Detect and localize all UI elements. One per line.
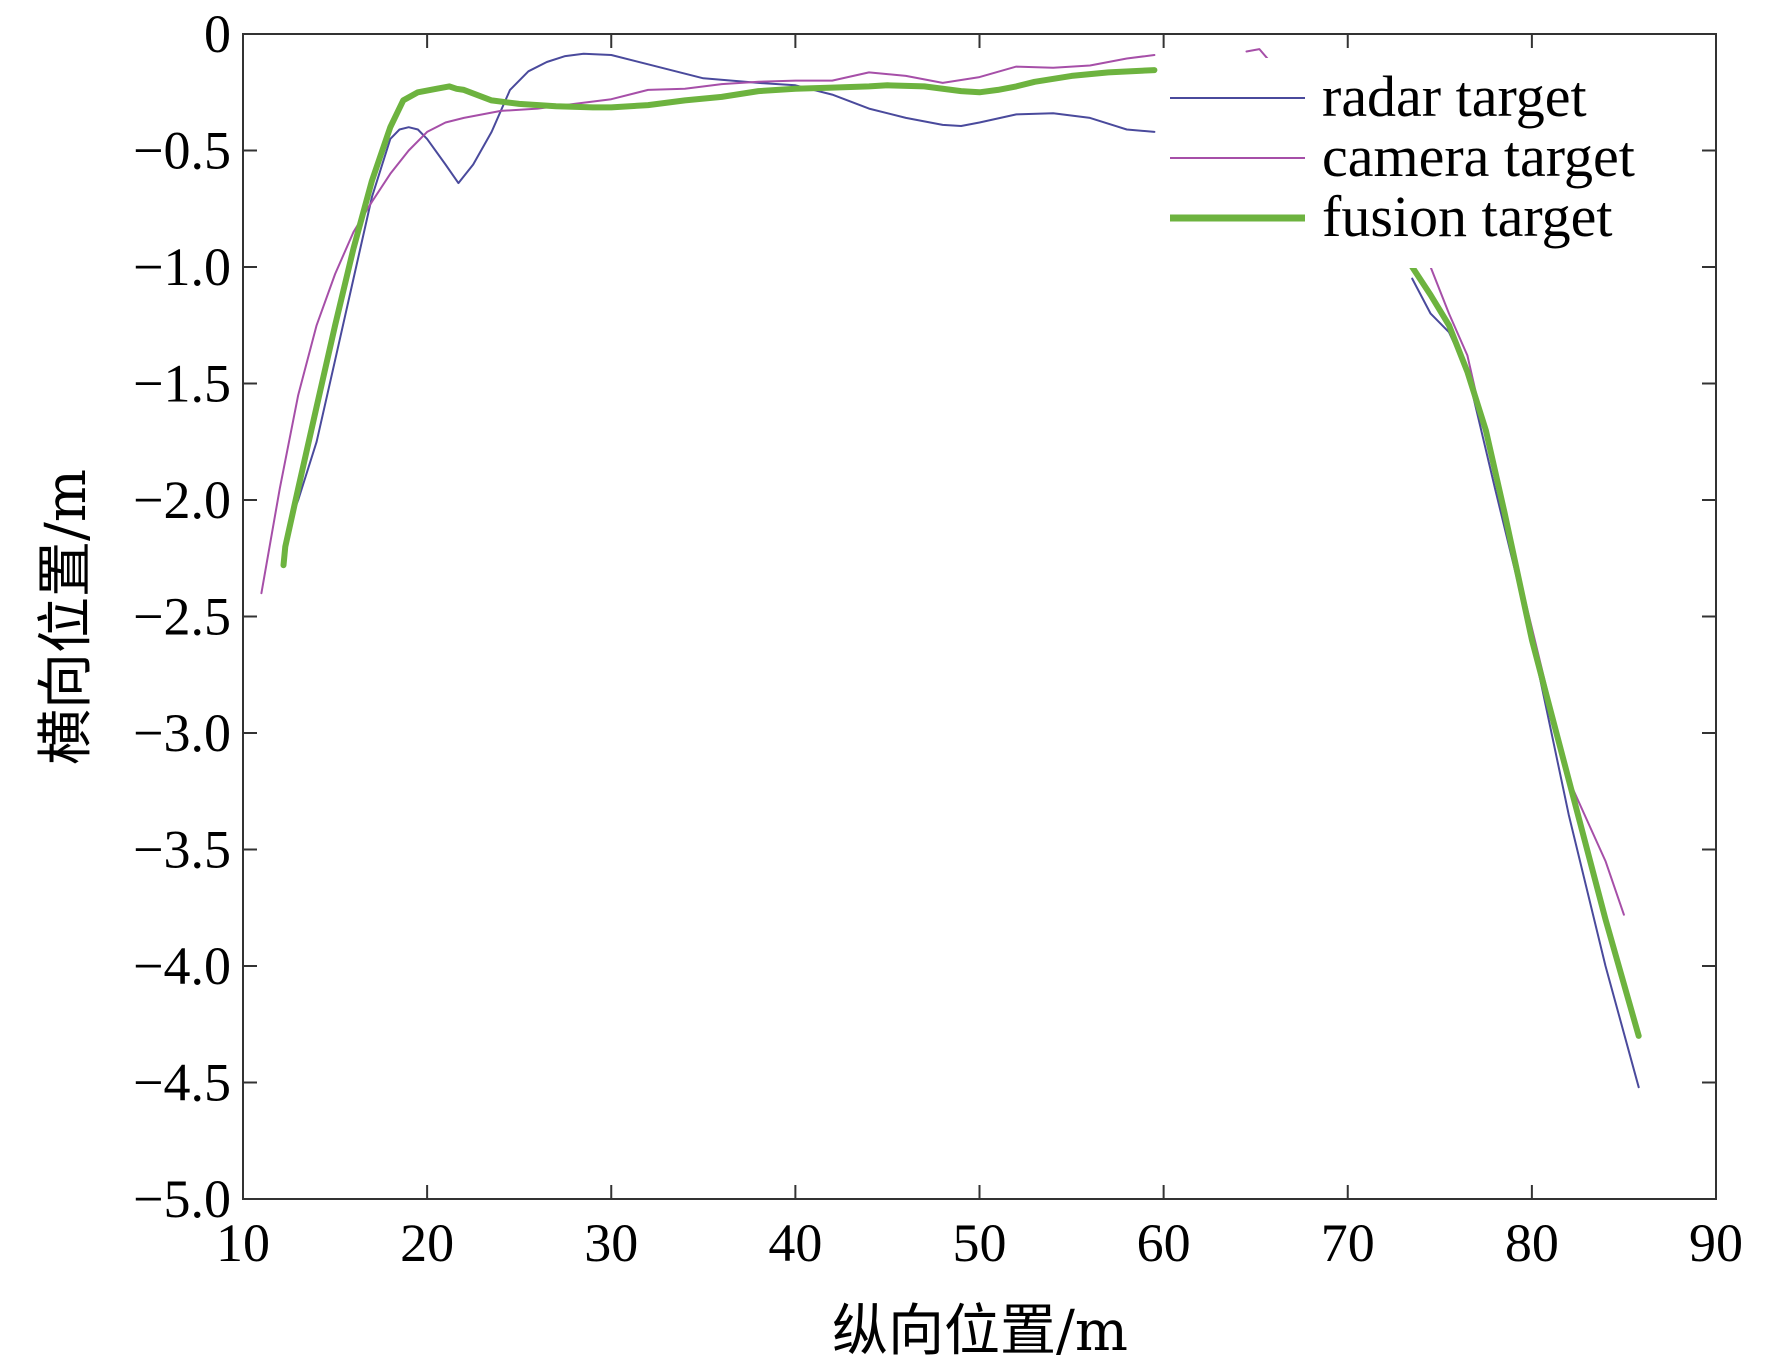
x-axis-label: 纵向位置/m (832, 1299, 1128, 1364)
x-tick-label: 30 (584, 1213, 638, 1273)
series-line-0 (288, 52, 1156, 525)
y-tick-label: −1.0 (133, 237, 231, 297)
y-axis-label: 横向位置/m (34, 469, 99, 765)
series-line-5 (280, 67, 1158, 569)
x-tick-label: 50 (953, 1213, 1007, 1273)
series-line-6 (1409, 264, 1642, 1039)
y-tick-label: 0 (204, 4, 231, 64)
y-tick-label: −1.5 (133, 354, 231, 414)
axis-ticks (242, 33, 1717, 1200)
y-tick-label: −4.0 (133, 936, 231, 996)
y-tick-labels: 0 −0.5 −1.0 −1.5 −2.0 −2.5 −3.0 −3.5 −4.0 −4.5 −5.… (133, 4, 231, 1229)
x-tick-label: 20 (400, 1213, 454, 1273)
y-tick-label: −2.0 (133, 470, 231, 530)
y-tick-label: −3.0 (133, 703, 231, 763)
x-tick-label: 10 (216, 1213, 270, 1273)
y-tick-label: −4.5 (133, 1053, 231, 1113)
x-tick-label: 70 (1321, 1213, 1375, 1273)
y-tick-label: −3.5 (133, 820, 231, 880)
legend-background (1160, 58, 1700, 268)
x-tick-label: 80 (1505, 1213, 1559, 1273)
y-tick-label: −5.0 (133, 1169, 231, 1229)
series-lines (260, 48, 1642, 1089)
series-line-3 (1245, 48, 1272, 63)
legend-label: fusion target (1322, 184, 1612, 249)
x-tick-label: 40 (768, 1213, 822, 1273)
x-tick-label: 90 (1689, 1213, 1743, 1273)
x-tick-label: 60 (1137, 1213, 1191, 1273)
legend-label: camera target (1322, 124, 1635, 189)
series-line-2 (260, 54, 1156, 595)
legend-label: radar target (1322, 64, 1587, 129)
x-tick-labels: 10 20 30 40 50 60 70 80 90 (216, 1213, 1743, 1273)
y-tick-label: −0.5 (133, 121, 231, 181)
y-tick-label: −2.5 (133, 587, 231, 647)
series-line-1 (1411, 277, 1640, 1089)
